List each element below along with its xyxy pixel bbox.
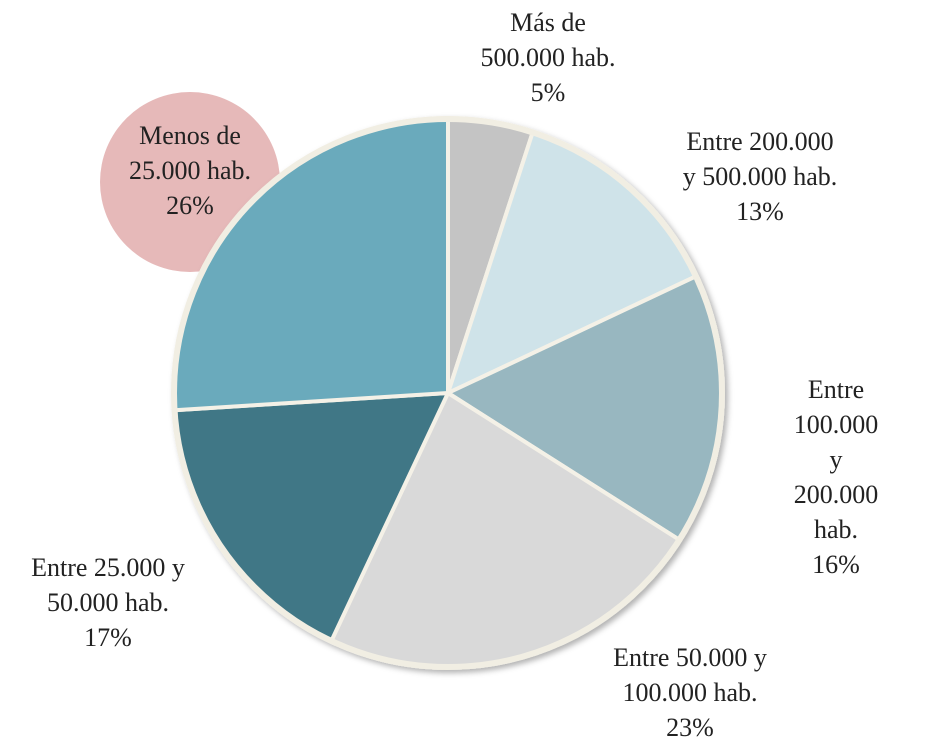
category-label: Más de 500.000 hab. xyxy=(480,8,616,72)
value-label: 5% xyxy=(530,78,566,107)
value-label: 17% xyxy=(84,623,132,652)
category-label: Menos de 25.000 hab. xyxy=(128,121,252,185)
value-label: 13% xyxy=(736,197,784,226)
slice-label: Menos de 25.000 hab. 26% xyxy=(129,118,251,223)
value-label: 26% xyxy=(166,191,214,220)
pie xyxy=(171,116,725,670)
value-label: 16% xyxy=(812,550,860,579)
category-label: Entre 25.000 y 50.000 hab. xyxy=(31,553,185,617)
slice-label: Más de 500.000 hab. 5% xyxy=(480,5,615,110)
category-label: Entre 50.000 y 100.000 hab. xyxy=(613,643,767,707)
slice-label: Entre 200.000 y 500.000 hab. 13% xyxy=(683,124,838,229)
slice-label: Entre 25.000 y 50.000 hab. 17% xyxy=(31,550,185,655)
category-label: Entre 200.000 y 500.000 hab. xyxy=(682,127,838,191)
slice-label: Entre 50.000 y 100.000 hab. 23% xyxy=(613,640,767,737)
category-label: Entre 100.000 y 200.000 hab. xyxy=(793,375,879,544)
value-label: 23% xyxy=(666,713,714,737)
pie-rim xyxy=(171,116,725,670)
slice-label: Entre 100.000 y 200.000 hab. 16% xyxy=(785,372,887,582)
